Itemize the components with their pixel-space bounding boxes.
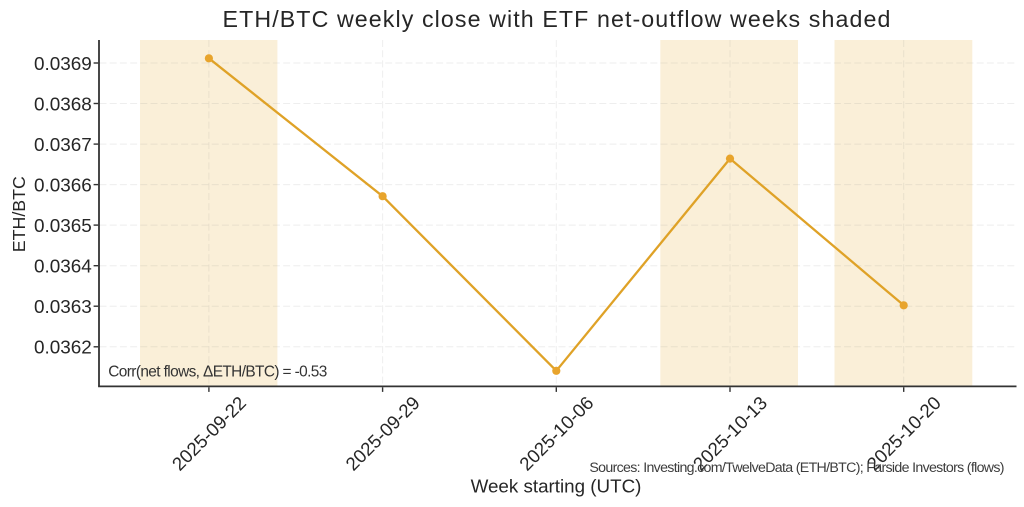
svg-text:0.0367: 0.0367 xyxy=(34,135,92,156)
svg-text:ETH/BTC: ETH/BTC xyxy=(9,176,29,252)
svg-text:Corr(net flows, ΔETH/BTC) = -0: Corr(net flows, ΔETH/BTC) = -0.53 xyxy=(108,364,326,381)
svg-text:ETH/BTC weekly close with ETF: ETH/BTC weekly close with ETF net-outflo… xyxy=(223,6,892,32)
svg-text:0.0362: 0.0362 xyxy=(34,338,92,359)
svg-text:0.0368: 0.0368 xyxy=(34,94,92,115)
svg-text:Week starting (UTC): Week starting (UTC) xyxy=(471,476,642,497)
svg-text:0.0366: 0.0366 xyxy=(34,176,92,197)
svg-text:0.0369: 0.0369 xyxy=(34,54,92,75)
svg-text:0.0363: 0.0363 xyxy=(34,297,92,318)
svg-text:0.0365: 0.0365 xyxy=(34,216,92,237)
svg-text:0.0364: 0.0364 xyxy=(34,257,92,278)
svg-text:Sources: Investing.com/TwelveD: Sources: Investing.com/TwelveData (ETH/B… xyxy=(589,460,1003,476)
